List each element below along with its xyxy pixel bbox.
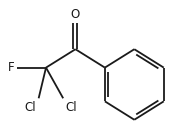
Text: O: O [71, 8, 80, 21]
Text: Cl: Cl [24, 101, 36, 114]
Text: Cl: Cl [66, 101, 77, 114]
Text: F: F [8, 61, 14, 74]
